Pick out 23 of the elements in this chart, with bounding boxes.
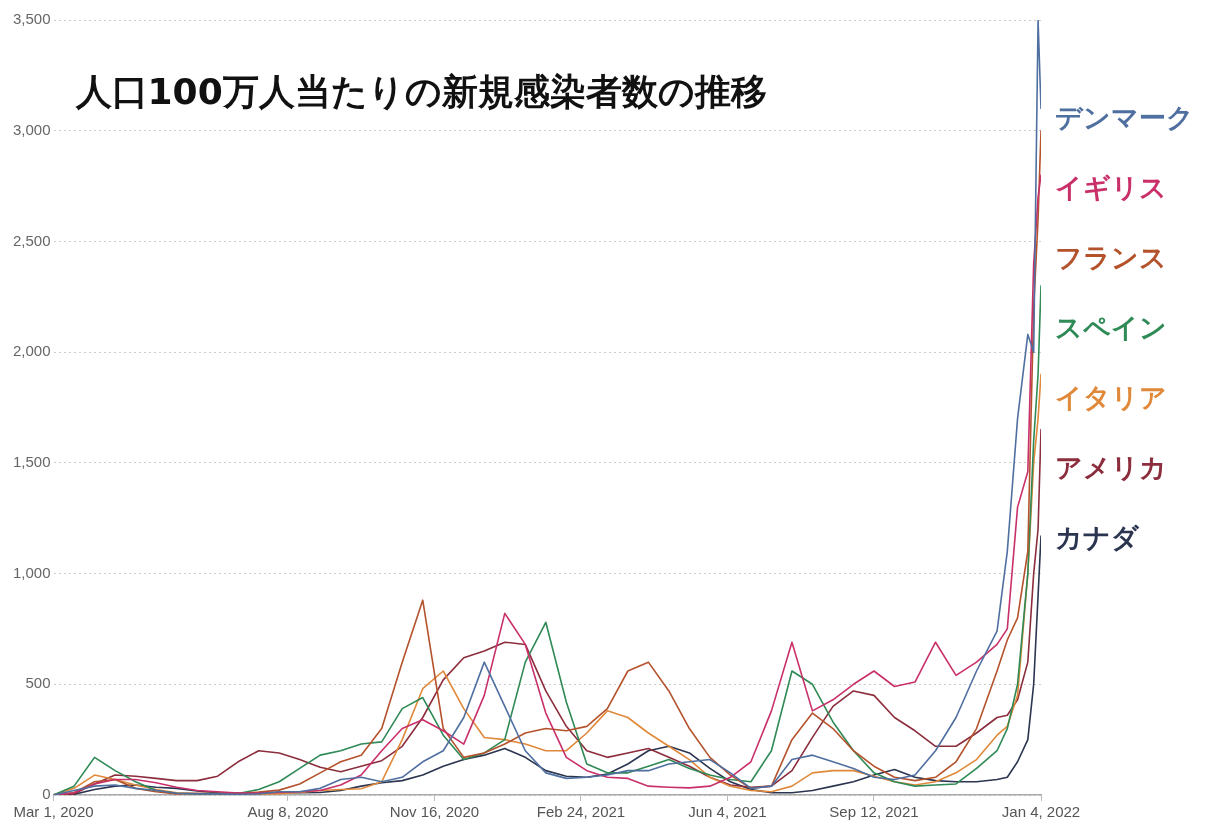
series-label: イギリス bbox=[1055, 172, 1167, 204]
series-label: フランス bbox=[1055, 242, 1167, 274]
x-tick-label: Mar 1, 2020 bbox=[13, 803, 94, 821]
y-tick-label: 3,500 bbox=[12, 10, 51, 28]
y-tick-label: 3,000 bbox=[12, 120, 51, 138]
series-label: スペイン bbox=[1055, 312, 1167, 344]
x-tick-label: Feb 24, 2021 bbox=[536, 803, 626, 821]
y-tick-label: 2,500 bbox=[12, 231, 51, 249]
series-label: イタリア bbox=[1055, 382, 1167, 414]
text: 人口100万人当たりの新規感染者数の推移 bbox=[74, 71, 767, 112]
y-tick-label: 2,000 bbox=[12, 342, 51, 360]
y-tick-label: 1,000 bbox=[12, 563, 51, 581]
series-label: アメリカ bbox=[1055, 452, 1167, 484]
series-label: デンマーク bbox=[1055, 102, 1194, 134]
y-tick-label: 500 bbox=[25, 674, 51, 692]
x-tick-label: Aug 8, 2020 bbox=[247, 803, 329, 821]
x-tick-label: Nov 16, 2020 bbox=[389, 803, 480, 821]
y-tick-label: 1,500 bbox=[12, 453, 51, 470]
x-tick-label: Sep 12, 2021 bbox=[829, 803, 919, 821]
series-label: カナダ bbox=[1055, 522, 1140, 554]
x-tick-label: Jun 4, 2021 bbox=[688, 803, 767, 821]
y-tick-label: 0 bbox=[42, 785, 51, 803]
x-tick-label: Jan 4, 2022 bbox=[1001, 803, 1081, 821]
